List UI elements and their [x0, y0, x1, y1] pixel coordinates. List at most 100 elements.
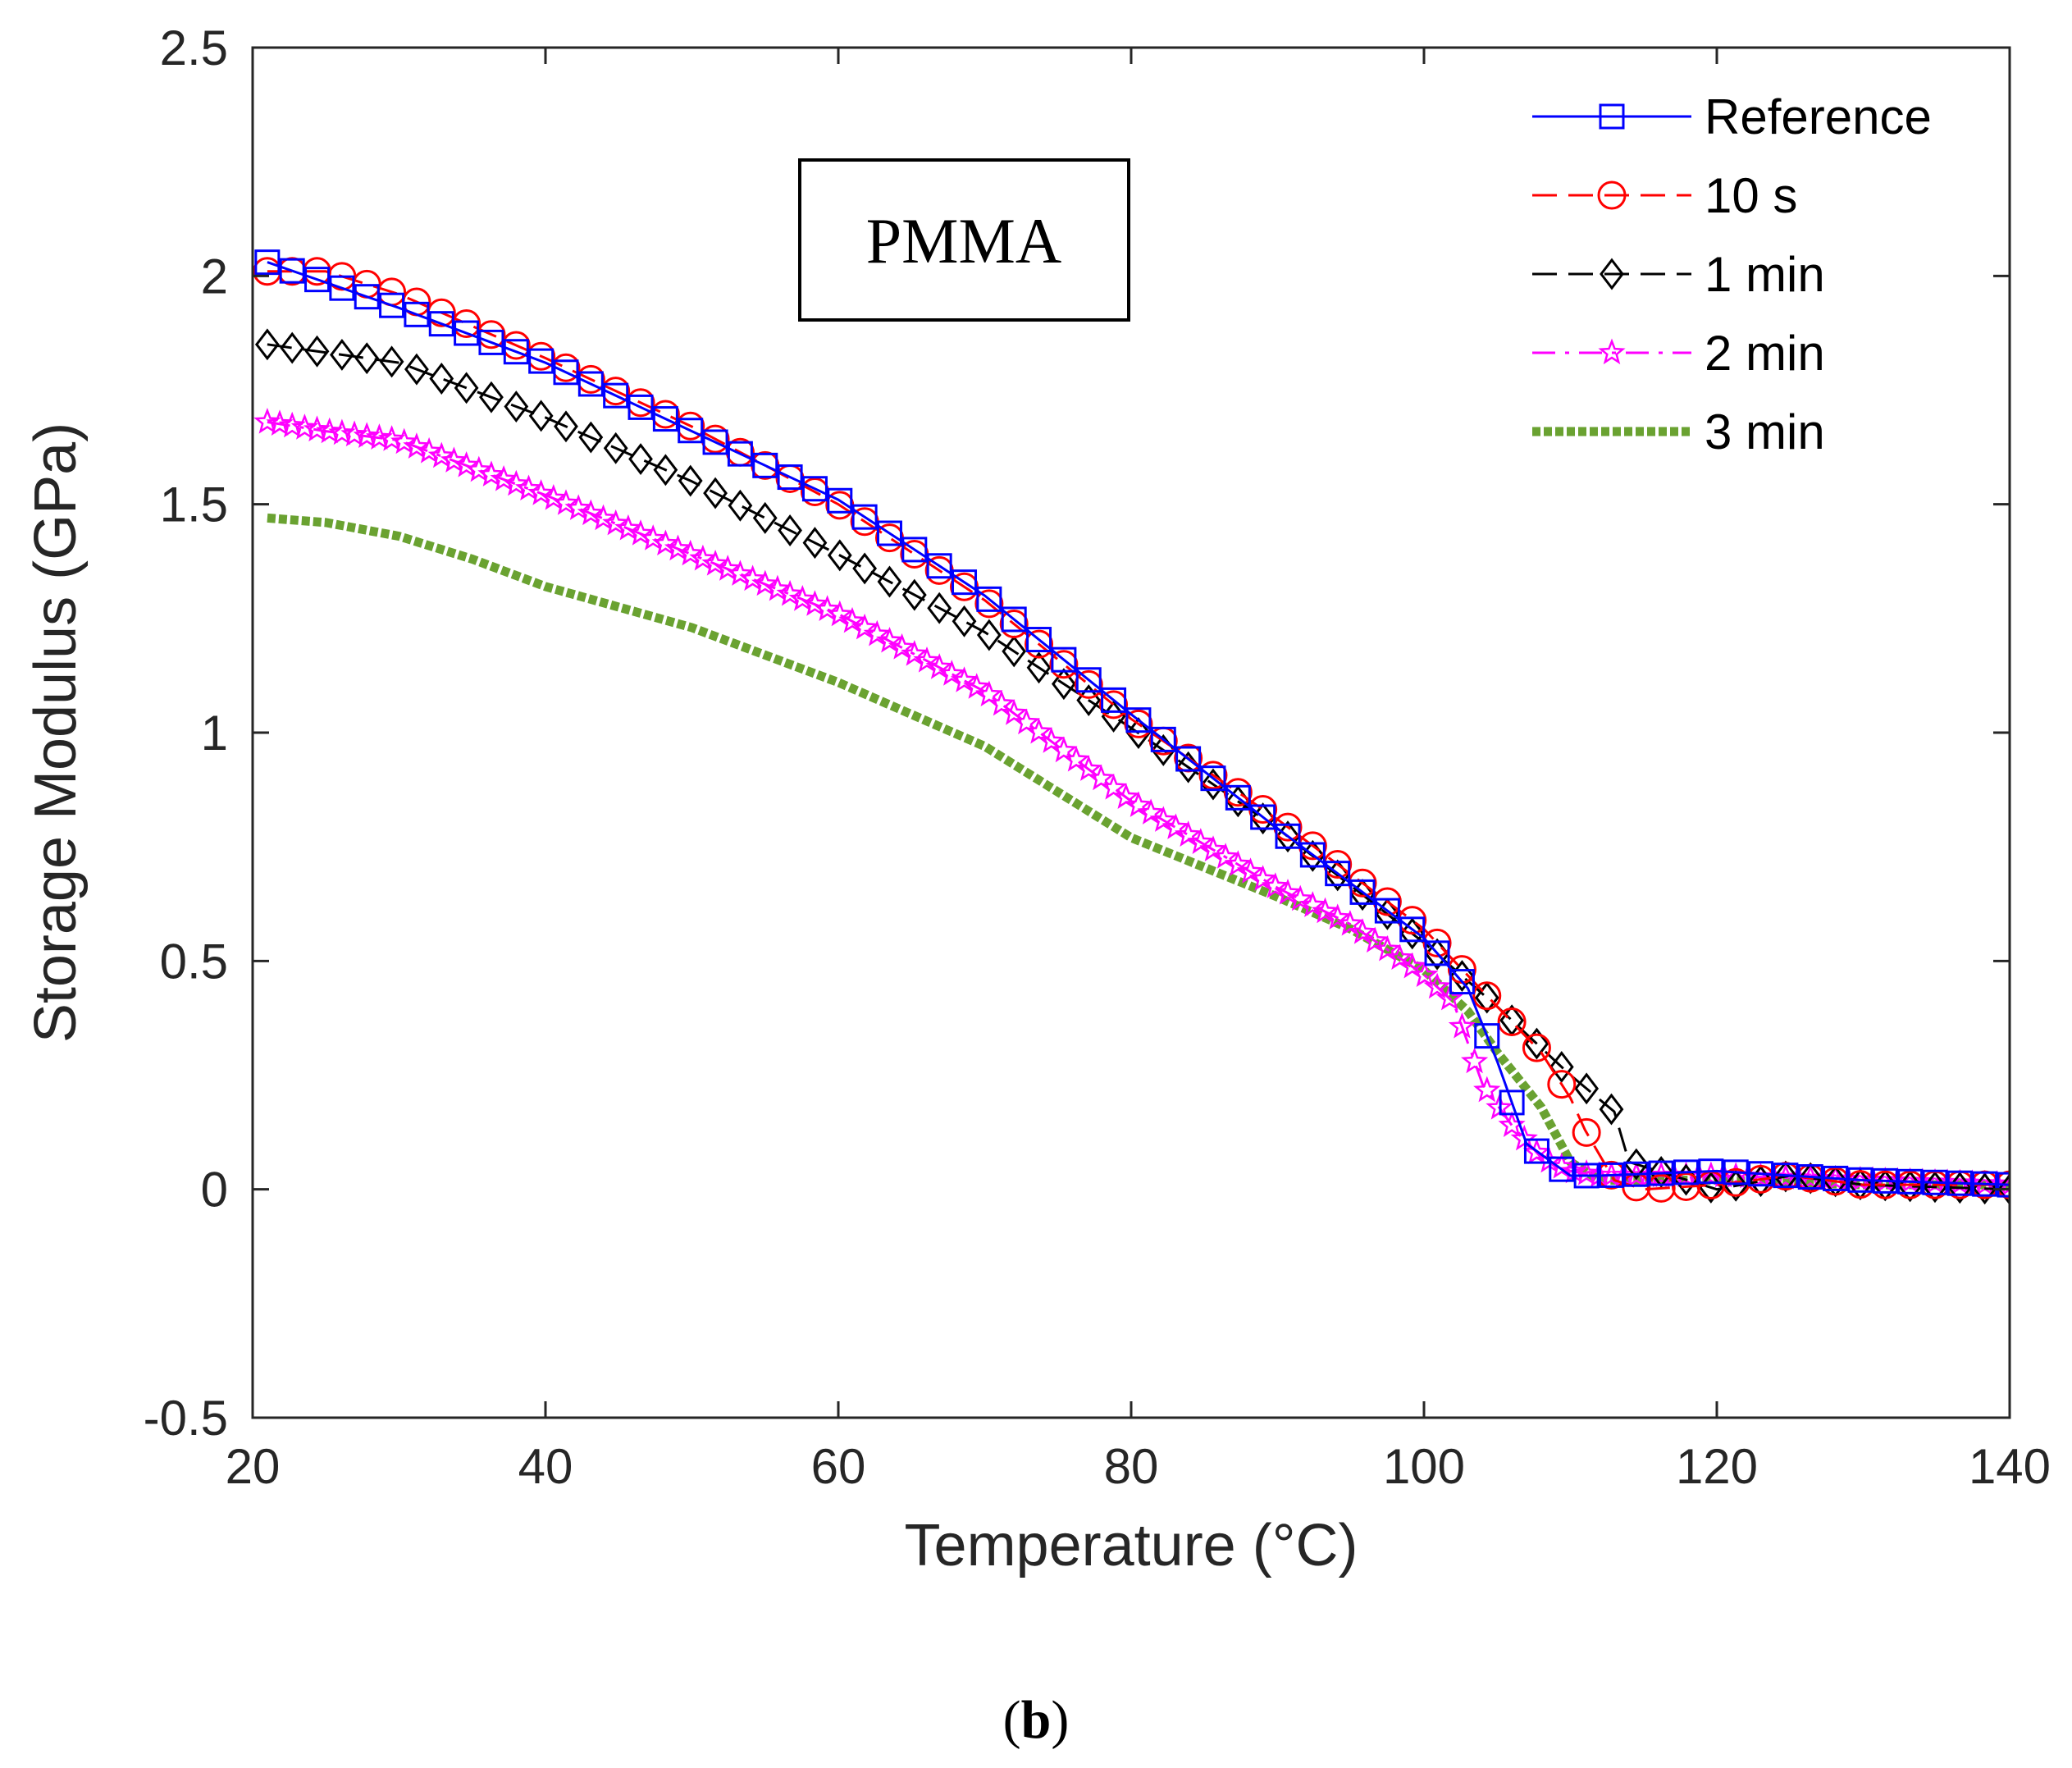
data-point-10-s	[1472, 981, 1502, 1011]
data-point-2-min	[1187, 828, 1215, 854]
data-point-reference	[1748, 1161, 1774, 1187]
data-point-10-s	[1074, 669, 1103, 699]
data-point-reference	[254, 249, 281, 276]
data-point-reference	[1349, 879, 1376, 905]
data-point-1-min	[827, 539, 852, 572]
series-reference	[254, 249, 2010, 1198]
data-point-10-s	[1646, 1173, 1676, 1203]
data-point-2-min	[627, 519, 655, 546]
data-point-2-min	[390, 427, 418, 455]
caption-close: )	[1051, 1690, 1069, 1750]
data-point-1-min	[280, 331, 305, 364]
data-point-2-min	[1286, 884, 1314, 911]
data-point-reference	[553, 359, 579, 386]
data-point-1-min	[1026, 651, 1052, 684]
data-point-reference	[279, 258, 305, 284]
data-point-2-min	[888, 633, 916, 660]
data-point-reference	[1723, 1159, 1749, 1186]
data-point-reference	[1623, 1161, 1650, 1187]
data-point-reference	[428, 311, 454, 337]
data-point-reference	[329, 275, 355, 301]
data-point-1-min	[504, 391, 529, 423]
data-point-10-s	[1547, 1070, 1577, 1099]
data-point-reference	[1474, 1023, 1500, 1049]
data-point-1-min	[1723, 1169, 1749, 1202]
series-line-1-min	[267, 343, 2010, 1191]
legend-item-2-min: 2 min	[1532, 326, 1825, 381]
data-point-2-min	[651, 529, 680, 556]
data-point-1-min	[404, 353, 429, 386]
legend-label-2-min: 2 min	[1705, 326, 1825, 381]
data-point-10-s	[1522, 1033, 1551, 1062]
data-point-2-min	[875, 626, 904, 653]
legend-marker-10-s	[1597, 180, 1627, 210]
data-point-1-min	[1002, 635, 1027, 668]
y-axis-title: Storage Modulus (GPa)	[23, 423, 89, 1043]
x-tick-label: 100	[1383, 1439, 1465, 1494]
data-point-2-min	[452, 451, 481, 477]
data-point-reference	[1797, 1164, 1823, 1190]
data-point-1-min	[1623, 1148, 1649, 1181]
series-10-s	[253, 257, 2010, 1203]
data-point-2-min	[664, 534, 692, 561]
data-point-2-min	[764, 574, 792, 601]
data-point-2-min	[925, 653, 953, 679]
data-point-1-min	[976, 619, 1002, 651]
data-point-reference	[1872, 1167, 1898, 1194]
data-point-1-min	[802, 527, 828, 560]
data-point-2-min	[316, 417, 344, 444]
y-tick-label: 2.5	[160, 21, 228, 75]
data-point-2-min	[1199, 835, 1227, 861]
data-point-10-s	[999, 610, 1029, 639]
data-point-10-s	[1124, 709, 1153, 738]
data-point-2-min	[377, 425, 406, 451]
data-point-reference	[1051, 646, 1077, 673]
data-point-2-min	[253, 408, 281, 434]
data-point-2-min	[1112, 783, 1140, 810]
data-point-reference	[1399, 916, 1426, 943]
series-2-min	[253, 408, 2010, 1197]
data-point-2-min	[415, 436, 443, 464]
data-point-10-s	[1672, 1172, 1701, 1201]
data-point-2-min	[1262, 872, 1289, 898]
data-point-reference	[1200, 765, 1226, 792]
data-point-1-min	[1549, 1051, 1574, 1083]
data-point-2-min	[602, 509, 630, 536]
data-point-reference	[404, 301, 430, 327]
data-point-10-s	[974, 589, 1004, 619]
data-point-1-min	[927, 592, 952, 624]
y-tick-label: 0	[201, 1163, 228, 1217]
data-point-2-min	[738, 564, 767, 592]
data-point-reference	[1573, 1163, 1600, 1189]
y-tick-label: 1	[201, 706, 228, 761]
data-point-reference	[603, 382, 629, 409]
data-point-2-min	[514, 474, 543, 501]
data-point-reference	[777, 464, 803, 491]
legend-marker-2-min	[1598, 338, 1626, 365]
data-point-reference	[1150, 726, 1176, 752]
data-point-2-min	[776, 579, 804, 606]
series-line-reference	[267, 261, 2010, 1186]
data-point-2-min	[465, 455, 493, 482]
series-3-min	[267, 513, 2010, 1190]
annotation-label: PMMA	[866, 205, 1061, 276]
data-point-1-min	[1375, 898, 1400, 930]
x-tick-label: 20	[226, 1439, 281, 1494]
data-point-reference	[801, 476, 828, 502]
legend: Reference 10 s 1 min 2 min 3 min	[1532, 89, 1932, 459]
x-tick-label: 140	[1969, 1439, 2051, 1494]
data-point-2-min	[490, 465, 518, 491]
data-point-2-min	[901, 640, 929, 666]
data-point-2-min	[527, 479, 555, 505]
data-point-reference	[454, 320, 480, 346]
data-point-2-min	[863, 619, 891, 646]
data-point-reference	[1325, 861, 1351, 887]
data-point-reference	[1946, 1170, 1973, 1196]
data-point-2-min	[1248, 865, 1277, 891]
data-point-2-min	[1460, 1047, 1489, 1074]
data-point-reference	[851, 504, 878, 530]
data-point-1-min	[653, 454, 678, 487]
data-point-2-min	[813, 595, 842, 622]
data-point-reference	[678, 418, 704, 444]
